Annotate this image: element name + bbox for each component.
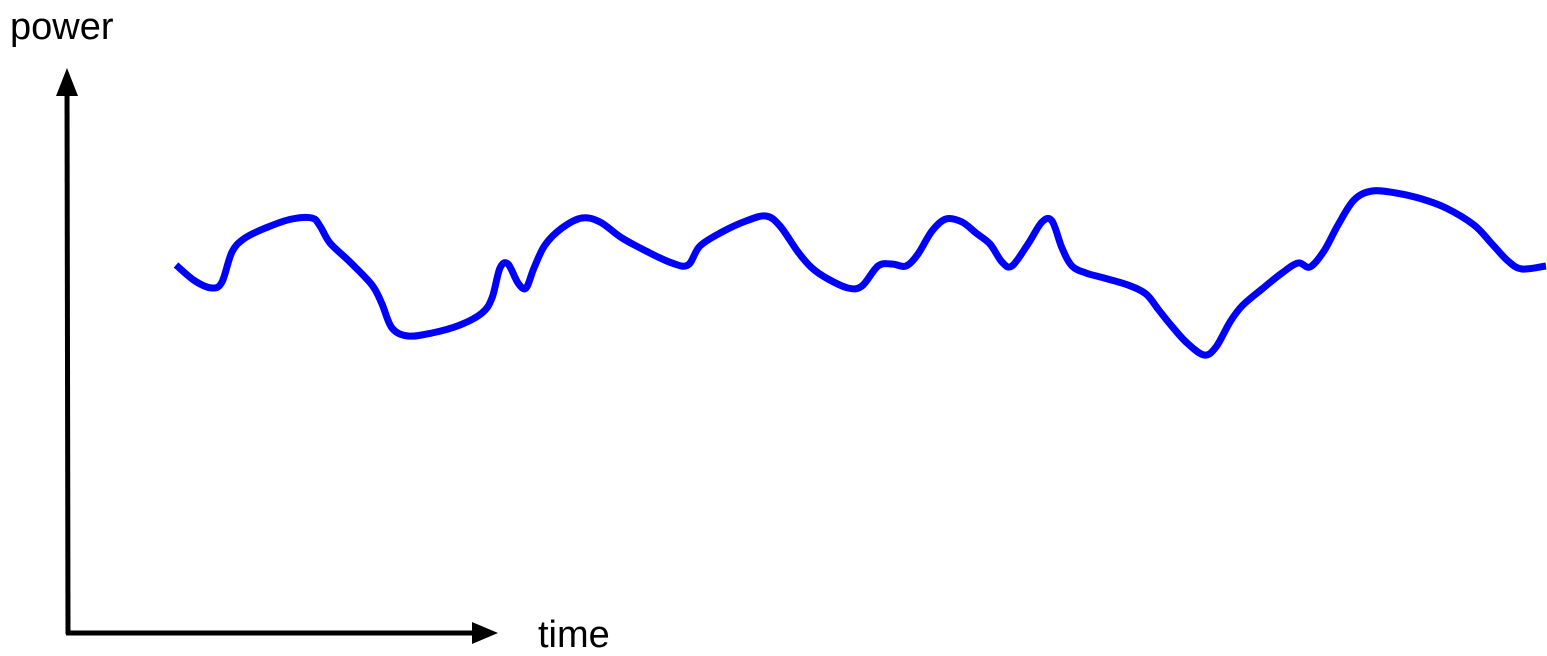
y-axis-label: power — [10, 6, 114, 48]
x-axis-label: time — [538, 614, 610, 656]
power-signal-curve — [173, 187, 1547, 359]
x-axis-arrowhead — [472, 622, 498, 644]
y-axis-arrow — [64, 85, 71, 635]
y-axis-arrowhead — [56, 68, 78, 96]
